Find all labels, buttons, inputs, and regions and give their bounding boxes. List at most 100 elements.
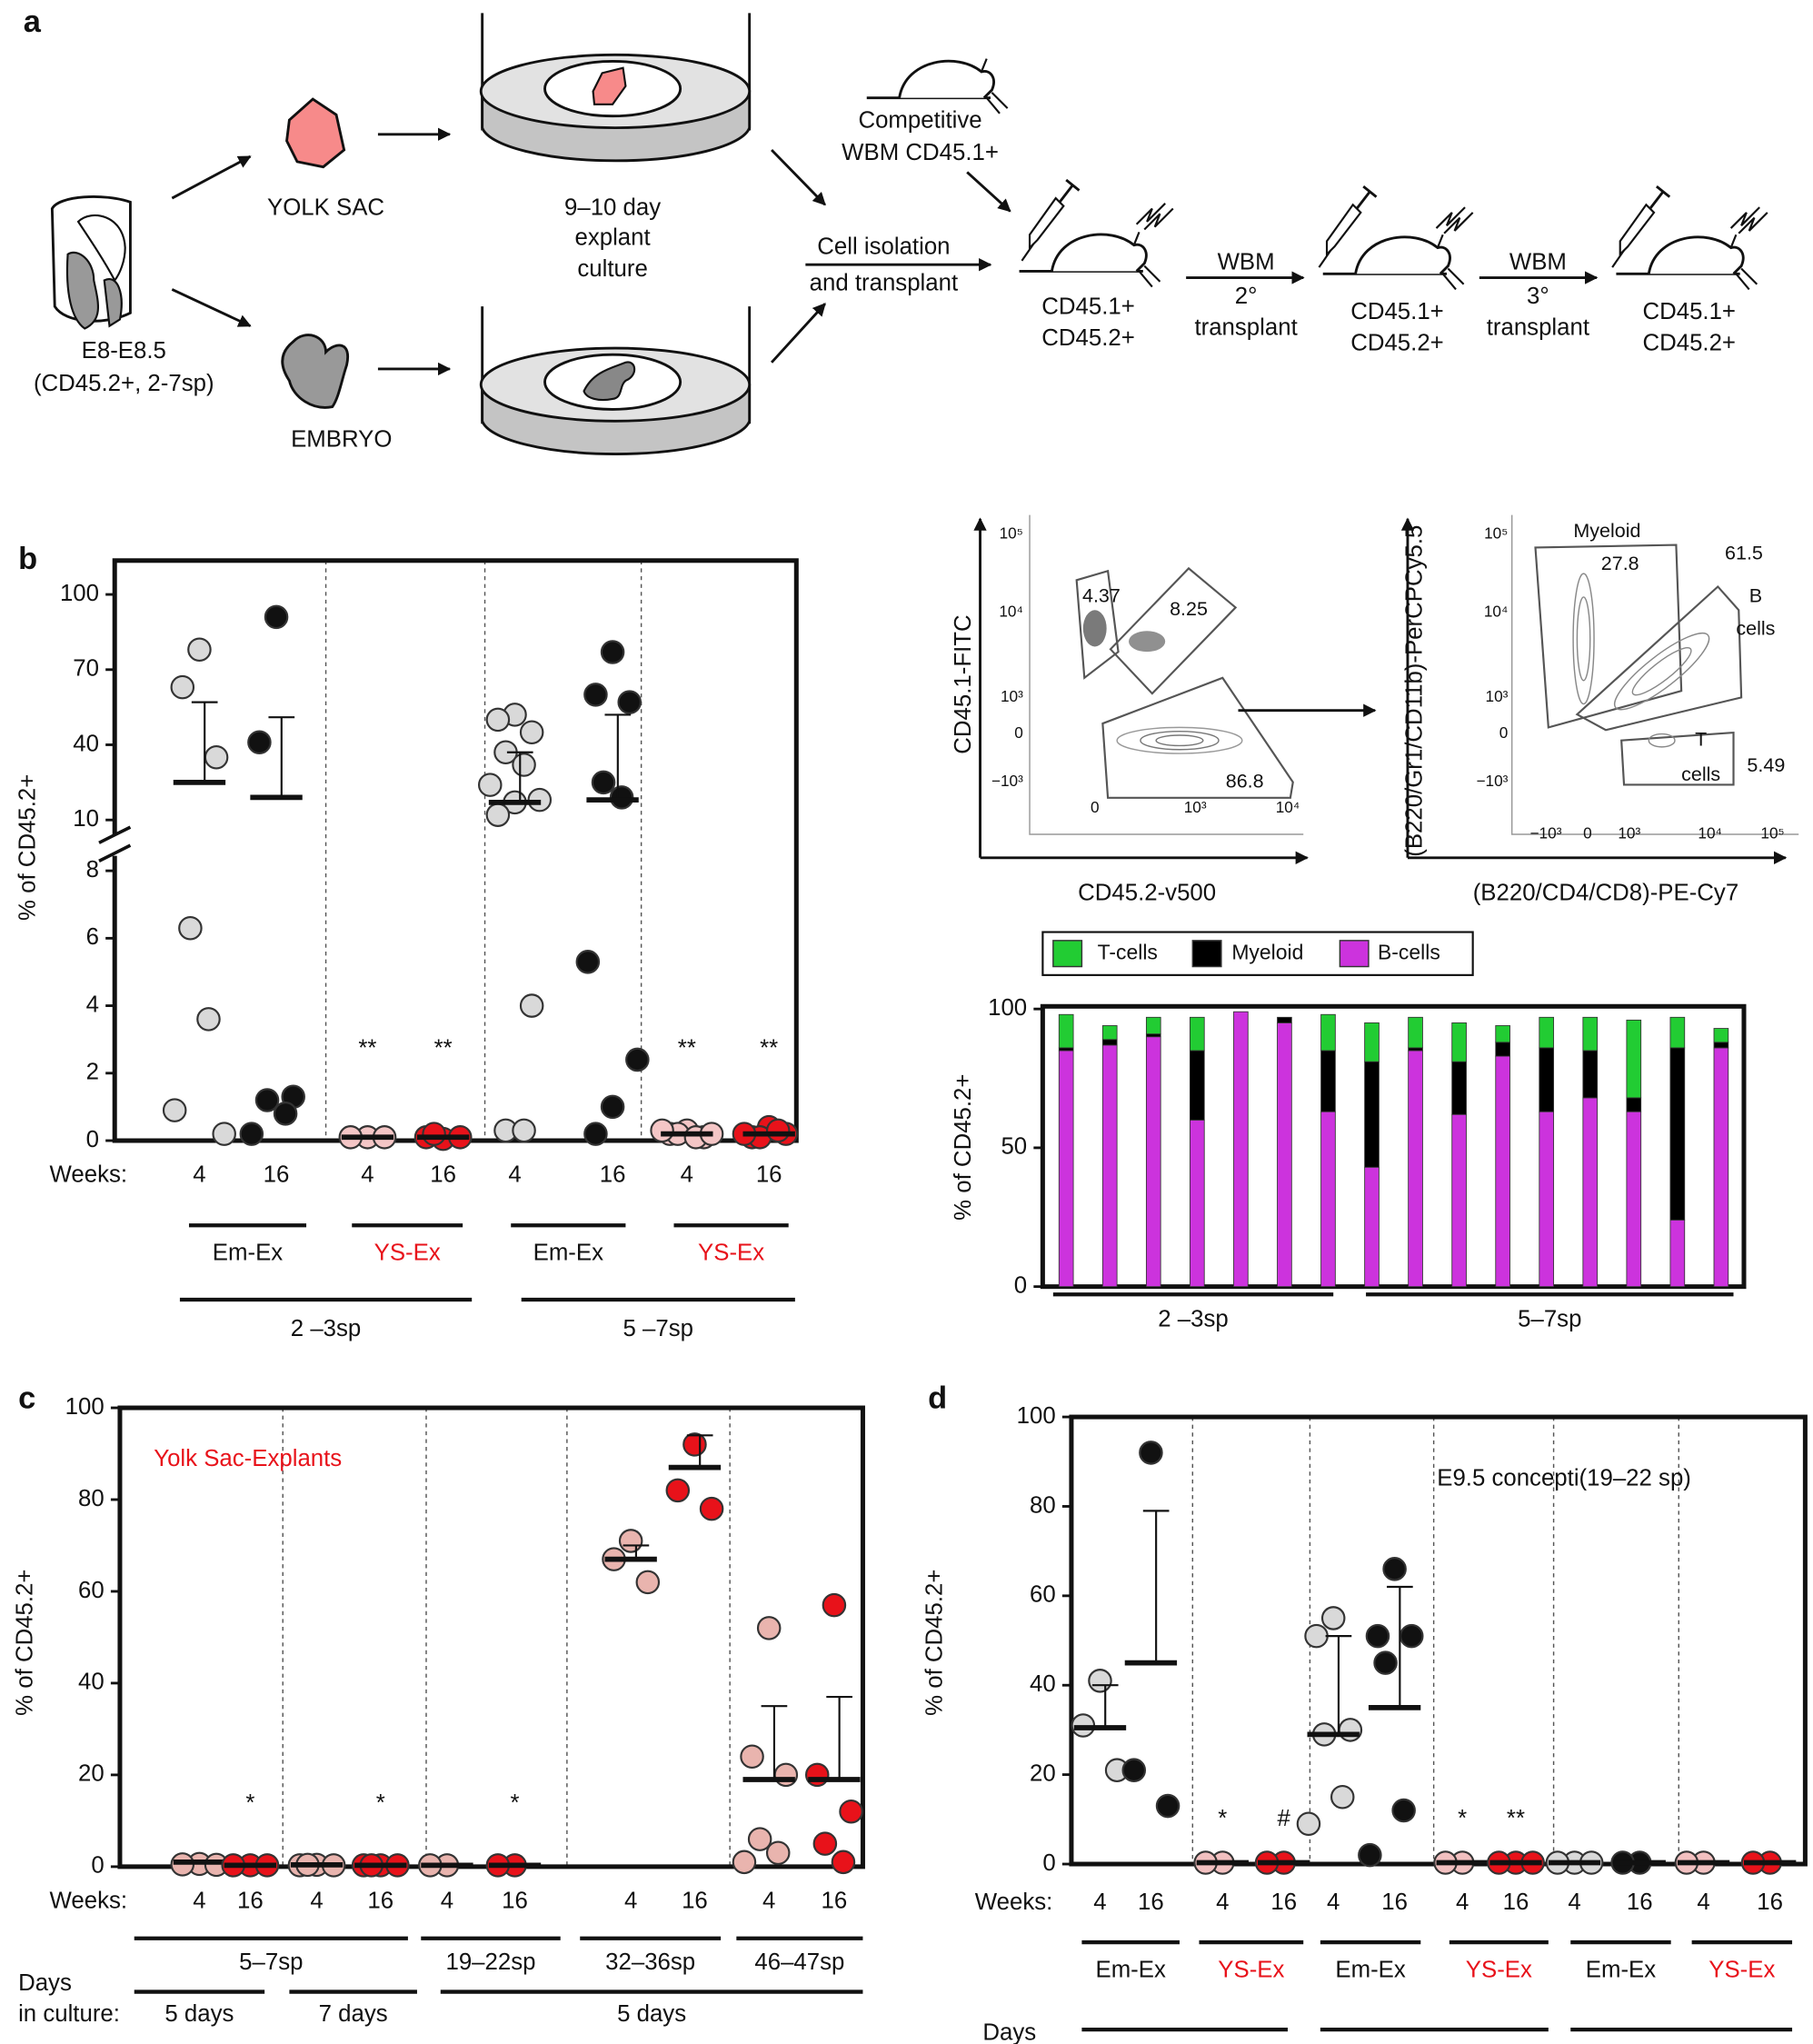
yolk-sac-label: YOLK SAC — [267, 194, 384, 220]
flow-y-tick: 10³ — [1001, 687, 1023, 705]
bar-segment — [1145, 1033, 1161, 1038]
flow-x-label: CD45.2-v500 — [1078, 881, 1216, 906]
bar-segment — [1101, 1044, 1118, 1288]
data-point — [1338, 1718, 1363, 1742]
y-tick-label: 20 — [1030, 1760, 1056, 1786]
week-label: 16 — [756, 1162, 782, 1188]
data-point — [740, 1744, 764, 1769]
bar-segment — [1364, 1166, 1380, 1288]
data-point — [512, 753, 536, 777]
y-axis-label: % of CD45.2+ — [922, 1570, 948, 1716]
serial-label: WBM — [1218, 250, 1275, 275]
bar-segment — [1190, 1050, 1205, 1121]
bar-segment — [1320, 1013, 1336, 1052]
y-tick-label: 60 — [1030, 1582, 1056, 1608]
bar-segment — [1101, 1025, 1118, 1041]
mouse-icon — [865, 57, 1010, 115]
group-label: YS-Ex — [1708, 1957, 1775, 1982]
y-tick-label: 0 — [91, 1853, 104, 1879]
data-point — [1382, 1557, 1407, 1581]
week-label: 16 — [1270, 1889, 1297, 1915]
data-point — [1365, 1623, 1390, 1649]
bar-segment — [1364, 1061, 1380, 1168]
week-label: 4 — [1697, 1889, 1709, 1915]
bar-segment — [1408, 1047, 1423, 1052]
recipient-label: CD45.2+ — [1350, 331, 1444, 356]
week-label: 16 — [1381, 1889, 1408, 1915]
y-axis-label: % of CD45.2+ — [951, 1074, 976, 1221]
data-point — [618, 1529, 643, 1553]
group-label: 19–22sp — [445, 1949, 535, 1975]
y-tick-label: 10 — [73, 806, 99, 832]
bar-segment — [1539, 1047, 1555, 1112]
data-point — [635, 1570, 661, 1595]
legend-swatch — [1052, 940, 1083, 968]
axis-break — [98, 825, 132, 862]
data-point — [178, 915, 203, 941]
culture-dish — [479, 13, 752, 163]
bar-segment — [1495, 1042, 1510, 1057]
serial-label: WBM — [1509, 250, 1567, 275]
culture-label: 9–10 day — [564, 194, 661, 220]
data-point — [1296, 1811, 1321, 1836]
mouse-icon — [1321, 233, 1466, 291]
week-label: 16 — [600, 1162, 626, 1188]
flow-y-label: (B220/Gr1/CD11b)-PerCPCy5.5 — [1401, 525, 1427, 857]
flow-x-tick: 10⁴ — [1276, 798, 1300, 816]
bar-segment — [1451, 1022, 1467, 1062]
recipient-label: CD45.1+ — [1041, 294, 1135, 319]
bar-segment — [1190, 1119, 1205, 1288]
week-label: 16 — [1138, 1889, 1164, 1915]
data-point — [512, 1118, 536, 1143]
y-tick-label: 70 — [73, 656, 99, 682]
bar-segment — [1408, 1050, 1423, 1288]
data-point — [583, 1122, 608, 1146]
group-label: YS-Ex — [374, 1241, 441, 1266]
gate-label: Myeloid — [1573, 520, 1640, 542]
data-point — [1304, 1623, 1329, 1649]
y-tick-label: 40 — [1030, 1671, 1056, 1697]
group-label: Em-Ex — [533, 1241, 603, 1266]
data-point — [682, 1432, 707, 1457]
bar-segment — [1495, 1055, 1510, 1288]
week-label: 4 — [193, 1888, 205, 1913]
mouse-icon — [1614, 233, 1758, 291]
week-label: 4 — [508, 1162, 521, 1188]
y-tick-label: 80 — [78, 1486, 105, 1511]
data-point — [831, 1850, 856, 1875]
week-label: 16 — [430, 1162, 456, 1188]
bar-segment — [1669, 1219, 1686, 1288]
y-tick-label: 8 — [86, 857, 99, 882]
data-point — [765, 1118, 791, 1143]
y-tick-label: 100 — [988, 995, 1027, 1021]
flow-x-tick: 10³ — [1618, 824, 1640, 843]
y-tick-label: 0 — [1042, 1850, 1055, 1876]
data-point — [1139, 1441, 1163, 1465]
group-label: Em-Ex — [1095, 1957, 1165, 1982]
data-point — [204, 745, 229, 770]
bar-segment — [1364, 1022, 1380, 1062]
gate-label: 4.37 — [1082, 585, 1121, 607]
week-label: 16 — [822, 1888, 848, 1913]
bar-segment — [1669, 1047, 1686, 1221]
isolation-label: Cell isolation — [817, 234, 950, 259]
y-axis-label: % of CD45.2+ — [12, 1570, 37, 1716]
y-tick-label: 40 — [78, 1670, 105, 1695]
bar-segment — [1669, 1016, 1686, 1049]
culture-dish — [479, 306, 752, 455]
week-label: 4 — [1327, 1889, 1340, 1915]
competitor-label: Competitive — [858, 107, 981, 133]
group-label: 2 –3sp — [291, 1316, 361, 1341]
data-point — [732, 1850, 757, 1875]
data-point — [273, 1102, 298, 1126]
data-point — [478, 773, 503, 797]
data-point — [756, 1616, 782, 1640]
week-label: 4 — [624, 1888, 637, 1913]
irradiation-icon — [1435, 206, 1474, 234]
group-label: Em-Ex — [213, 1241, 283, 1266]
flow-plot — [973, 514, 1799, 864]
group-label: 5 days — [617, 2001, 686, 2027]
y-tick-label: 100 — [1017, 1403, 1056, 1429]
source-label: E8-E8.5 — [82, 338, 166, 364]
